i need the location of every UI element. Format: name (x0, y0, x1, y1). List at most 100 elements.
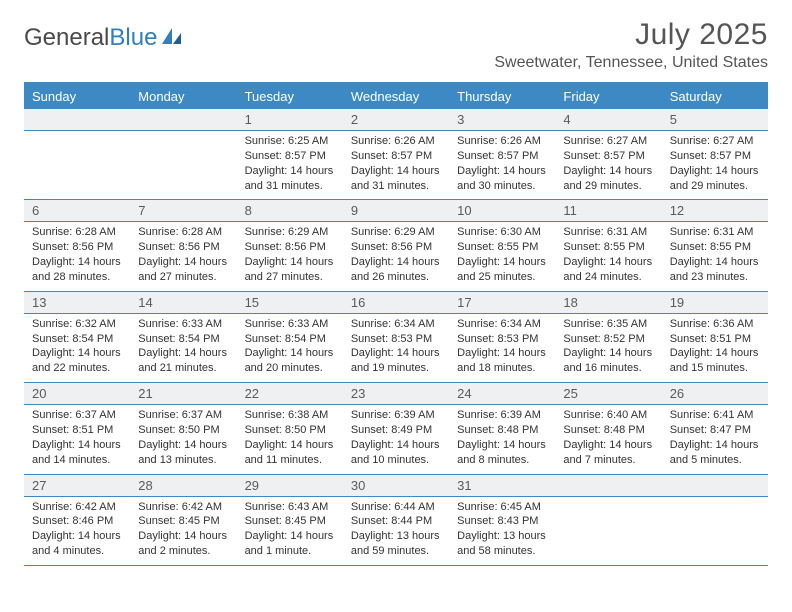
day-number: 20 (24, 383, 130, 404)
content-row: Sunrise: 6:28 AMSunset: 8:56 PMDaylight:… (24, 222, 768, 291)
content-row: Sunrise: 6:37 AMSunset: 8:51 PMDaylight:… (24, 405, 768, 474)
sunrise-text: Sunrise: 6:31 AM (563, 225, 653, 240)
day2-text: and 7 minutes. (563, 453, 653, 468)
day2-text: and 59 minutes. (351, 544, 441, 559)
sunrise-text: Sunrise: 6:36 AM (670, 317, 760, 332)
day-number: 3 (449, 109, 555, 130)
sunset-text: Sunset: 8:44 PM (351, 514, 441, 529)
day-number: 23 (343, 383, 449, 404)
sunrise-text: Sunrise: 6:43 AM (245, 500, 335, 515)
day1-text: Daylight: 14 hours (32, 255, 122, 270)
day2-text: and 30 minutes. (457, 179, 547, 194)
sunset-text: Sunset: 8:57 PM (670, 149, 760, 164)
daynum-row: 6789101112 (24, 200, 768, 222)
sunrise-text: Sunrise: 6:34 AM (351, 317, 441, 332)
day2-text: and 11 minutes. (245, 453, 335, 468)
day-cell: Sunrise: 6:36 AMSunset: 8:51 PMDaylight:… (662, 314, 768, 382)
sunrise-text: Sunrise: 6:27 AM (670, 134, 760, 149)
day-cell: Sunrise: 6:41 AMSunset: 8:47 PMDaylight:… (662, 405, 768, 473)
sunrise-text: Sunrise: 6:29 AM (245, 225, 335, 240)
day-number: 10 (449, 200, 555, 221)
daynum-row: 13141516171819 (24, 292, 768, 314)
day2-text: and 20 minutes. (245, 361, 335, 376)
sunset-text: Sunset: 8:54 PM (245, 332, 335, 347)
day2-text: and 23 minutes. (670, 270, 760, 285)
daynum-row: 12345 (24, 109, 768, 131)
day-header-cell: Sunday (24, 84, 130, 109)
day-cell: Sunrise: 6:33 AMSunset: 8:54 PMDaylight:… (130, 314, 236, 382)
sunrise-text: Sunrise: 6:30 AM (457, 225, 547, 240)
day1-text: Daylight: 14 hours (32, 529, 122, 544)
sunrise-text: Sunrise: 6:26 AM (351, 134, 441, 149)
day1-text: Daylight: 14 hours (351, 164, 441, 179)
sunset-text: Sunset: 8:57 PM (457, 149, 547, 164)
sunrise-text: Sunrise: 6:44 AM (351, 500, 441, 515)
sunrise-text: Sunrise: 6:28 AM (138, 225, 228, 240)
day1-text: Daylight: 14 hours (457, 164, 547, 179)
day-cell: Sunrise: 6:29 AMSunset: 8:56 PMDaylight:… (237, 222, 343, 290)
day1-text: Daylight: 14 hours (670, 346, 760, 361)
day-number: 14 (130, 292, 236, 313)
day-number: 16 (343, 292, 449, 313)
day-number: 21 (130, 383, 236, 404)
day2-text: and 28 minutes. (32, 270, 122, 285)
day-cell: Sunrise: 6:25 AMSunset: 8:57 PMDaylight:… (237, 131, 343, 199)
day2-text: and 14 minutes. (32, 453, 122, 468)
content-row: Sunrise: 6:42 AMSunset: 8:46 PMDaylight:… (24, 497, 768, 566)
day2-text: and 16 minutes. (563, 361, 653, 376)
day2-text: and 18 minutes. (457, 361, 547, 376)
day2-text: and 25 minutes. (457, 270, 547, 285)
day-header-cell: Monday (130, 84, 236, 109)
day-cell: Sunrise: 6:37 AMSunset: 8:51 PMDaylight:… (24, 405, 130, 473)
day1-text: Daylight: 14 hours (670, 255, 760, 270)
day2-text: and 58 minutes. (457, 544, 547, 559)
day2-text: and 13 minutes. (138, 453, 228, 468)
day-number: 28 (130, 475, 236, 496)
day-number: 7 (130, 200, 236, 221)
sunrise-text: Sunrise: 6:42 AM (32, 500, 122, 515)
sunrise-text: Sunrise: 6:33 AM (138, 317, 228, 332)
day2-text: and 4 minutes. (32, 544, 122, 559)
day-cell: Sunrise: 6:40 AMSunset: 8:48 PMDaylight:… (555, 405, 661, 473)
day1-text: Daylight: 14 hours (32, 346, 122, 361)
day-cell: Sunrise: 6:28 AMSunset: 8:56 PMDaylight:… (24, 222, 130, 290)
day-number: 19 (662, 292, 768, 313)
day-number: 6 (24, 200, 130, 221)
day-header-cell: Saturday (662, 84, 768, 109)
day2-text: and 10 minutes. (351, 453, 441, 468)
sunset-text: Sunset: 8:57 PM (351, 149, 441, 164)
day-number: 1 (237, 109, 343, 130)
sunset-text: Sunset: 8:55 PM (457, 240, 547, 255)
day1-text: Daylight: 14 hours (245, 529, 335, 544)
day-number: 15 (237, 292, 343, 313)
day-number: 12 (662, 200, 768, 221)
brand-logo: GeneralBlue (24, 18, 183, 52)
sunset-text: Sunset: 8:47 PM (670, 423, 760, 438)
day1-text: Daylight: 14 hours (563, 346, 653, 361)
sunrise-text: Sunrise: 6:27 AM (563, 134, 653, 149)
logo-sail-icon (161, 24, 183, 52)
day1-text: Daylight: 14 hours (245, 438, 335, 453)
day2-text: and 1 minute. (245, 544, 335, 559)
day-cell (555, 497, 661, 565)
day2-text: and 31 minutes. (245, 179, 335, 194)
day1-text: Daylight: 14 hours (457, 346, 547, 361)
daynum-row: 2728293031 (24, 475, 768, 497)
day-cell: Sunrise: 6:29 AMSunset: 8:56 PMDaylight:… (343, 222, 449, 290)
day1-text: Daylight: 14 hours (563, 438, 653, 453)
day1-text: Daylight: 14 hours (138, 346, 228, 361)
day-cell: Sunrise: 6:33 AMSunset: 8:54 PMDaylight:… (237, 314, 343, 382)
day1-text: Daylight: 14 hours (351, 346, 441, 361)
sunset-text: Sunset: 8:57 PM (245, 149, 335, 164)
day1-text: Daylight: 14 hours (670, 164, 760, 179)
day-cell: Sunrise: 6:42 AMSunset: 8:46 PMDaylight:… (24, 497, 130, 565)
day-header-row: Sunday Monday Tuesday Wednesday Thursday… (24, 84, 768, 109)
day2-text: and 21 minutes. (138, 361, 228, 376)
sunrise-text: Sunrise: 6:28 AM (32, 225, 122, 240)
day1-text: Daylight: 14 hours (351, 255, 441, 270)
brand-word2: Blue (109, 24, 157, 52)
sunrise-text: Sunrise: 6:34 AM (457, 317, 547, 332)
day2-text: and 22 minutes. (32, 361, 122, 376)
day2-text: and 29 minutes. (563, 179, 653, 194)
sunset-text: Sunset: 8:56 PM (351, 240, 441, 255)
